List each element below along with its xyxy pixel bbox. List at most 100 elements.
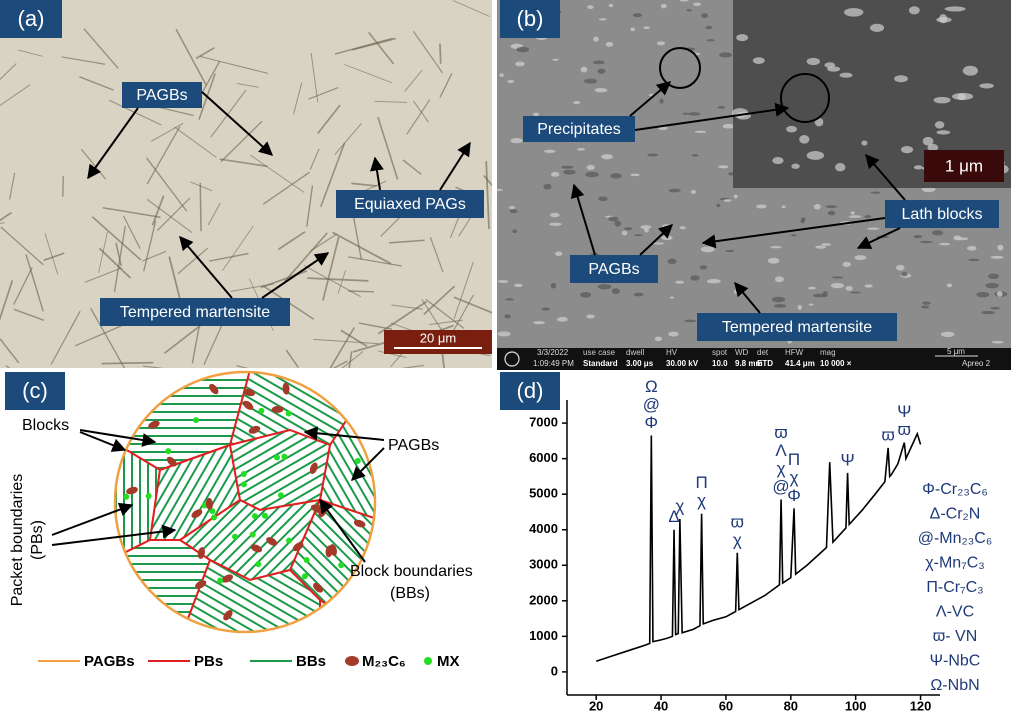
precipitate-speck	[594, 87, 608, 93]
peak-label: χ	[777, 459, 786, 478]
grain-boundary	[348, 290, 374, 293]
inset-speck	[908, 6, 920, 15]
peak-label: @	[643, 395, 660, 414]
phase-legend: @-Mn₂₃C₆	[918, 530, 993, 547]
grain-boundary	[156, 197, 191, 231]
info-field-name: det	[757, 348, 769, 357]
precipitate-speck	[966, 245, 977, 251]
legend-mx	[424, 657, 432, 665]
precipitate-speck	[719, 52, 733, 58]
precipitate-speck	[790, 234, 797, 237]
grain-boundary	[322, 236, 340, 301]
precipitate-speck	[867, 227, 880, 230]
peak-label: Ω	[645, 377, 658, 396]
precipitate-speck	[767, 257, 780, 264]
annotation: PAGBs	[136, 87, 187, 104]
carbide	[126, 486, 138, 495]
inset-speck	[861, 140, 868, 146]
grain-boundary	[191, 326, 200, 364]
grain-boundary	[425, 298, 465, 330]
precipitate-speck	[850, 211, 855, 215]
grain-boundary	[0, 226, 44, 266]
mx-particle	[281, 453, 288, 460]
info-field-value: Standard	[583, 359, 618, 368]
precipitate-speck	[597, 68, 606, 74]
carbide	[195, 580, 207, 589]
grain-boundary	[377, 350, 407, 358]
precipitate-speck	[611, 288, 620, 295]
precipitate-speck	[771, 296, 786, 303]
precipitate-speck	[723, 199, 732, 202]
inset-speck	[791, 163, 800, 169]
y-tick-label: 3000	[529, 557, 558, 572]
arrow	[51, 502, 134, 536]
grain-boundary	[142, 365, 164, 368]
grain-boundary	[332, 360, 348, 368]
precipitate-speck	[725, 249, 735, 253]
legend-label: PBs	[194, 653, 223, 670]
grain-boundary	[412, 100, 429, 123]
y-tick-label: 6000	[529, 450, 558, 465]
precipitate-speck	[587, 5, 594, 10]
arrow	[261, 252, 330, 299]
precipitate-speck	[701, 13, 709, 18]
carbide	[313, 582, 324, 593]
precipitate-speck	[694, 130, 707, 134]
inset-speck	[799, 134, 810, 144]
scale-bar-box	[384, 330, 492, 354]
precipitate-speck	[756, 204, 767, 209]
grain-boundary	[25, 253, 44, 312]
grain-boundary	[236, 83, 259, 88]
annotation-box	[122, 82, 202, 108]
precipitate-speck	[850, 291, 861, 294]
mx-particle	[240, 481, 247, 488]
precipitate-speck	[510, 137, 523, 144]
carbide	[191, 509, 203, 519]
arrow	[79, 431, 127, 452]
precipitate-speck	[690, 189, 696, 194]
inset-speck	[957, 93, 967, 101]
grain-boundary	[453, 261, 474, 319]
grain-boundary	[250, 154, 305, 193]
highlight-circle	[780, 73, 830, 123]
carbide	[271, 405, 284, 413]
annotation: Tempered martensite	[722, 319, 872, 336]
grain-boundary	[440, 347, 446, 368]
precipitate-speck	[842, 261, 851, 267]
mx-particle	[338, 562, 345, 569]
precipitate-speck	[552, 58, 559, 61]
carbide	[223, 610, 233, 621]
precipitate-speck	[827, 210, 836, 216]
precipitate-speck	[507, 79, 514, 84]
arrow	[629, 81, 672, 117]
inset-speck	[922, 136, 934, 146]
annotation-box	[336, 190, 484, 218]
precipitate-speck	[580, 66, 588, 73]
precipitate-speck	[549, 222, 562, 226]
inset-speck	[894, 75, 908, 83]
grain-boundary	[340, 329, 368, 347]
mx-particle	[210, 514, 217, 521]
mx-particle	[255, 561, 262, 568]
info-field-value: 30.00 kV	[666, 359, 699, 368]
precipitate-speck	[773, 304, 787, 308]
grain-boundary	[219, 158, 268, 168]
mx-particle	[123, 493, 130, 500]
y-tick-label: 7000	[529, 415, 558, 430]
precipitate-speck	[864, 284, 873, 288]
grain-boundary	[421, 299, 446, 336]
precipitate-speck	[610, 173, 622, 179]
grain-boundary	[307, 277, 369, 282]
precipitate-speck	[668, 331, 679, 337]
grain-boundary	[190, 181, 213, 192]
precipitate-speck	[659, 98, 664, 104]
precipitate-speck	[660, 3, 667, 9]
mx-particle	[277, 492, 284, 499]
annotation-box	[885, 200, 999, 228]
arrow	[319, 498, 366, 563]
grain-boundary	[220, 120, 263, 163]
grain-boundary	[334, 122, 362, 155]
inset-speck	[806, 151, 825, 160]
